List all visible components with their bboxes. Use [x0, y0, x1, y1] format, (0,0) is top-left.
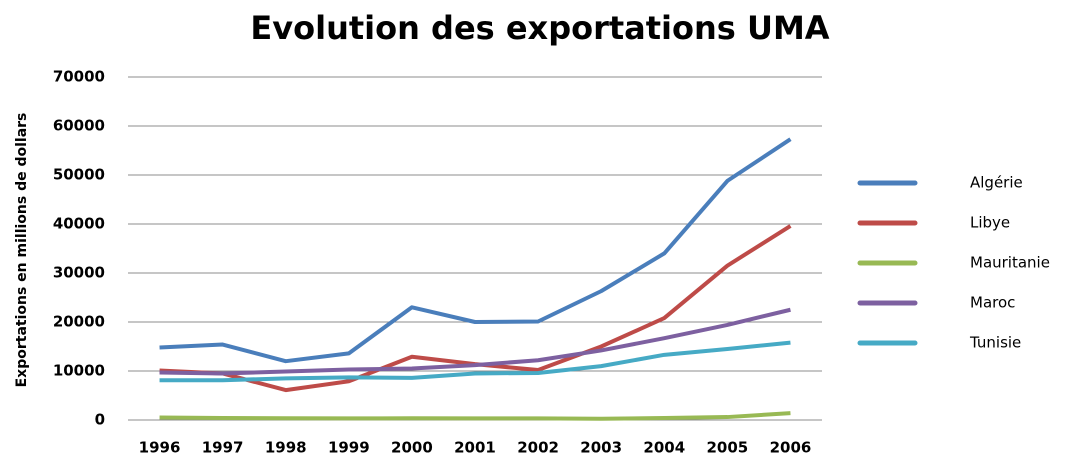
y-tick-label: 10000: [53, 362, 105, 380]
x-tick-label: 2004: [643, 439, 685, 457]
series-line: [159, 307, 791, 376]
y-tick-label: 50000: [53, 166, 105, 184]
series-line: [159, 411, 791, 421]
legend-label: Maroc: [970, 294, 1015, 312]
x-tick-label: 2001: [454, 439, 496, 457]
x-tick-label: 2003: [580, 439, 622, 457]
series-line: [159, 137, 792, 364]
x-tick-label: 2006: [770, 439, 812, 457]
x-tick-label: 1996: [139, 439, 181, 457]
y-tick-label: 70000: [53, 68, 105, 86]
legend-label: Tunisie: [969, 334, 1021, 352]
series-line: [159, 340, 791, 383]
y-tick-label: 20000: [53, 313, 105, 331]
x-tick-label: 1998: [265, 439, 307, 457]
x-tick-label: 1997: [202, 439, 244, 457]
legend-label: Mauritanie: [970, 254, 1050, 272]
x-tick-label: 1999: [328, 439, 370, 457]
y-tick-label: 0: [95, 411, 105, 429]
x-tick-label: 2005: [706, 439, 748, 457]
y-tick-label: 40000: [53, 215, 105, 233]
legend-label: Libye: [970, 214, 1010, 232]
y-tick-label: 60000: [53, 117, 105, 135]
y-tick-label: 30000: [53, 264, 105, 282]
x-tick-label: 2002: [517, 439, 559, 457]
x-tick-label: 2000: [391, 439, 433, 457]
y-axis-label: Exportations en millions de dollars: [14, 113, 30, 388]
chart-title: Evolution des exportations UMA: [250, 9, 829, 47]
legend-label: Algérie: [970, 174, 1023, 192]
